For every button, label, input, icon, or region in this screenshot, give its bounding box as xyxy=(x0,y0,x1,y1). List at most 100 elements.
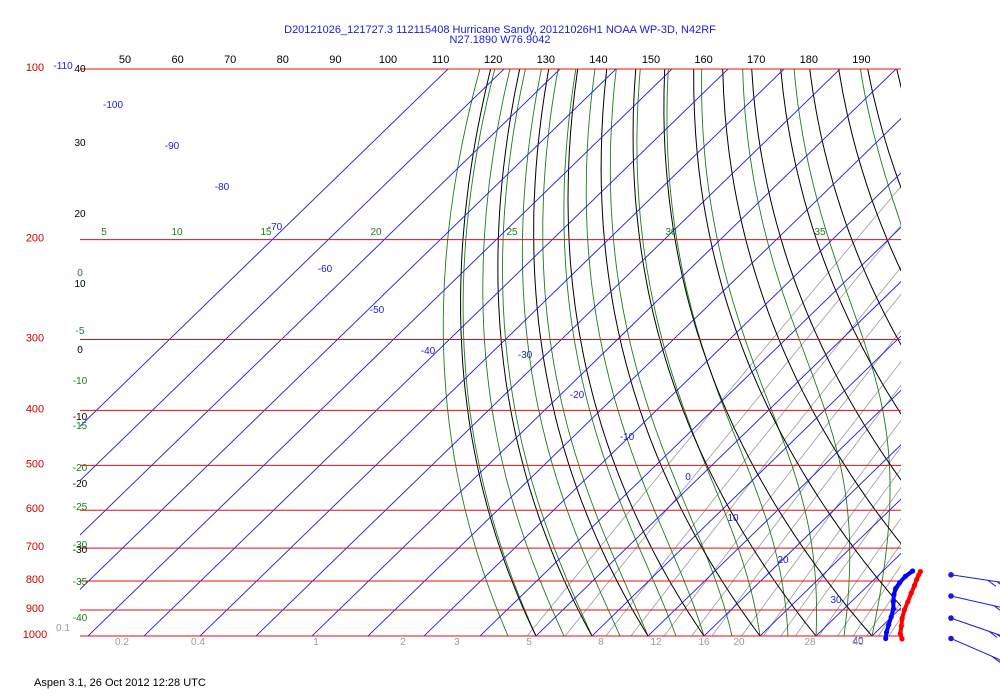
pressure-tick-label: 100 xyxy=(26,62,44,74)
dry-adiabat-top-label: 170 xyxy=(747,54,765,66)
dry-adiabat-top-label: 90 xyxy=(329,54,341,66)
dry-adiabat-top-label: 70 xyxy=(224,54,236,66)
dry-adiabat-left-label: -20 xyxy=(73,479,88,490)
temperature-point xyxy=(905,599,911,605)
isotherm-line xyxy=(815,552,901,636)
mixing-ratio-label: 0.4 xyxy=(191,637,205,648)
moist-adiabat-line xyxy=(542,69,649,636)
temperature-point xyxy=(899,636,905,642)
moist-adiabat-line xyxy=(462,69,537,636)
dry-adiabat-left-label: 10 xyxy=(74,279,86,290)
moist-adiabat-line xyxy=(742,69,851,636)
mixing-ratio-label: 5 xyxy=(526,637,532,648)
mixing-ratio-line xyxy=(946,69,1000,648)
moist-adiabat-top-label: 25 xyxy=(506,227,518,238)
moist-adiabat-line xyxy=(502,69,593,636)
isotherm-line xyxy=(255,69,841,636)
pressure-tick-label: 400 xyxy=(26,403,44,415)
moist-adiabat-line xyxy=(928,69,1000,636)
dry-adiabat-top-label: 100 xyxy=(379,54,397,66)
dry-adiabat-top-label: 60 xyxy=(171,54,183,66)
temperature-point xyxy=(897,630,903,637)
dry-adiabat-line xyxy=(632,69,817,636)
moist-adiabat-line xyxy=(442,69,509,636)
dewpoint-point xyxy=(893,586,899,592)
mixing-ratio-line xyxy=(888,616,901,636)
sounding-traces xyxy=(883,568,924,642)
moist-adiabat-left-label: -10 xyxy=(73,376,88,387)
dewpoint-point xyxy=(910,568,916,574)
dry-adiabat-line xyxy=(460,69,537,636)
chart-title: D20121026_121727.3 112115408 Hurricane S… xyxy=(284,24,716,36)
isotherm-line xyxy=(143,69,729,636)
isotherm-label: -30 xyxy=(518,350,533,361)
isotherm-label: -40 xyxy=(421,346,436,357)
mixing-ratio-line xyxy=(605,266,901,636)
isotherm-line xyxy=(904,43,1000,659)
temperature-point xyxy=(908,590,914,596)
dry-adiabat-line xyxy=(567,69,705,636)
dry-adiabat-left-label: 0 xyxy=(77,345,83,356)
dry-adiabat-left-label: 40 xyxy=(74,64,86,75)
moist-adiabat-left-label: -5 xyxy=(76,326,85,337)
mixing-ratio-lines xyxy=(526,69,1000,648)
moist-adiabat-line xyxy=(793,69,891,636)
isotherm-line xyxy=(80,69,449,427)
wind-barb-staff xyxy=(950,574,1000,583)
dry-adiabat-line xyxy=(809,69,901,346)
isotherm-label: 20 xyxy=(777,555,789,566)
mixing-ratio-line xyxy=(526,185,901,636)
pressure-tick-label: 700 xyxy=(26,541,44,553)
pressure-tick-label: 500 xyxy=(26,458,44,470)
dry-adiabat-line xyxy=(693,69,901,607)
mixing-ratio-label: 40 xyxy=(852,637,864,648)
moist-adiabat-line xyxy=(609,69,733,636)
moist-adiabat-line xyxy=(956,69,1000,636)
temperature-point xyxy=(898,623,905,629)
dry-adiabats xyxy=(460,69,901,636)
dry-adiabat-line xyxy=(751,69,901,481)
wind-barb-flag xyxy=(993,605,1000,611)
wind-barb-staff xyxy=(950,595,1000,608)
moist-adiabat-top-label: 5 xyxy=(101,227,107,238)
dry-adiabat-line xyxy=(722,69,901,545)
moist-adiabat-left-label: -35 xyxy=(73,577,88,588)
isotherm-line xyxy=(80,69,617,591)
mixing-ratio-line xyxy=(922,69,1000,648)
temperature-point xyxy=(917,569,924,575)
dewpoint-point xyxy=(890,606,897,612)
moist-adiabat-left-label: -30 xyxy=(73,540,88,551)
moist-adiabat-left-label: -40 xyxy=(73,613,88,624)
isotherm-label: 40 xyxy=(852,636,864,647)
mixing-ratio-label: 0.1 xyxy=(56,623,70,634)
mixing-ratio-label: 2 xyxy=(400,637,406,648)
isotherm-line xyxy=(647,389,901,636)
dewpoint-point xyxy=(886,622,892,628)
dry-adiabat-top-label: 150 xyxy=(642,54,660,66)
isotherm-label: -80 xyxy=(215,182,230,193)
moist-adiabat-top-label: 15 xyxy=(260,227,272,238)
temperature-point xyxy=(911,583,918,589)
isotherm-label: -20 xyxy=(570,390,585,401)
mixing-ratio-line xyxy=(564,224,901,636)
dry-adiabat-line xyxy=(663,69,873,636)
chart-subtitle: N27.1890 W76.9042 xyxy=(449,34,551,46)
moist-adiabat-line xyxy=(636,69,761,636)
dewpoint-point xyxy=(897,580,903,586)
isotherm-line xyxy=(423,172,901,636)
mixing-ratio-line xyxy=(837,543,901,636)
moist-adiabat-top-label: 10 xyxy=(171,227,183,238)
wind-barb-flag xyxy=(996,633,1000,638)
moist-adiabats xyxy=(442,69,1000,636)
wind-barb-flag xyxy=(996,581,1000,585)
dewpoint-point xyxy=(890,599,896,605)
mixing-ratio-line xyxy=(818,517,901,636)
isotherm-line xyxy=(703,444,901,636)
isotherm-label: -110 xyxy=(53,61,73,72)
mixing-ratio-line xyxy=(741,419,901,636)
isotherm-label: 30 xyxy=(830,595,842,606)
isotherm-line xyxy=(535,281,901,636)
dry-adiabat-left-label: -10 xyxy=(73,412,88,423)
isotherm-line xyxy=(87,69,673,636)
